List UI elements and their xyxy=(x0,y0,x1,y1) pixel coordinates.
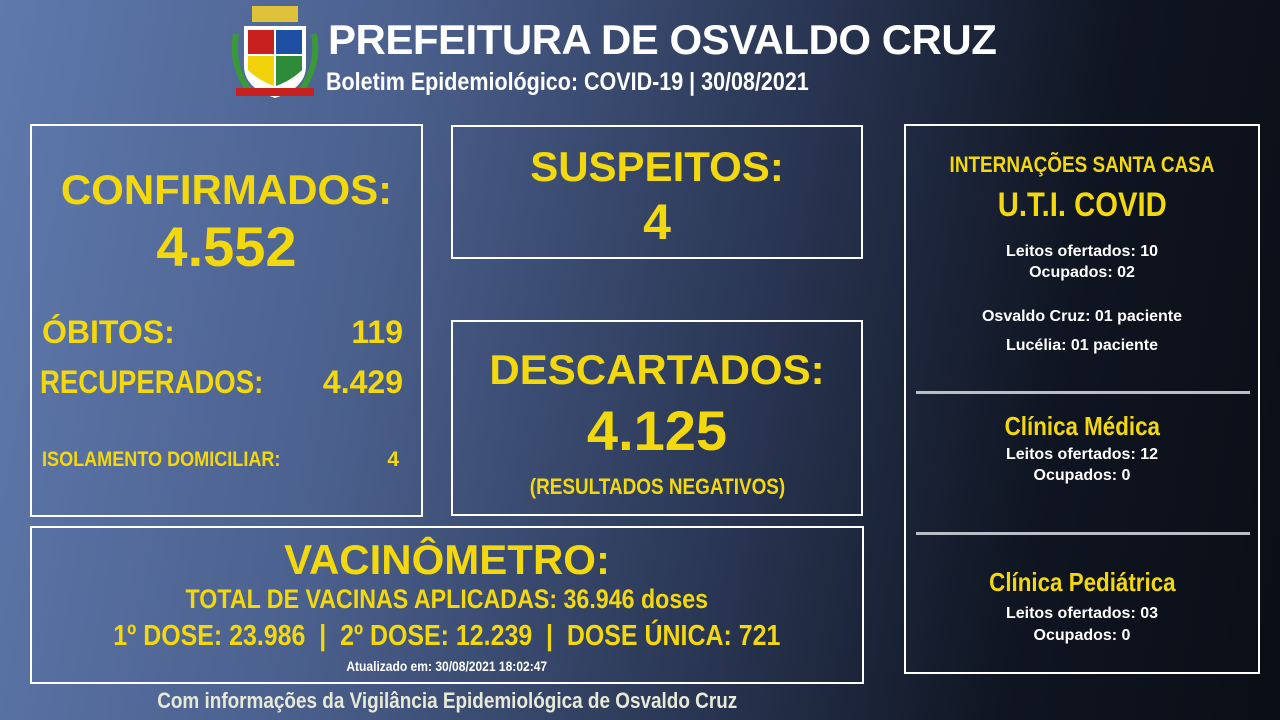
pediatrica-ocupados: Ocupados: 0 xyxy=(1033,627,1131,644)
medica-ocupados: Ocupados: 0 xyxy=(1033,467,1131,484)
internacoes-title: INTERNAÇÕES SANTA CASA xyxy=(949,152,1215,177)
obitos-label: ÓBITOS: xyxy=(42,314,175,350)
divider xyxy=(916,391,1250,394)
footer-source: Com informações da Vigilância Epidemioló… xyxy=(156,688,738,713)
isolamento-value: 4 xyxy=(387,448,399,471)
uti-leitos: Leitos ofertados: 10 xyxy=(1005,243,1159,260)
divider xyxy=(916,532,1250,535)
confirmados-label: CONFIRMADOS: xyxy=(60,166,393,213)
suspeitos-label: SUSPEITOS: xyxy=(530,143,784,190)
vacinometro-label: VACINÔMETRO: xyxy=(284,536,610,583)
suspeitos-value: 4 xyxy=(643,194,671,250)
descartados-label: DESCARTADOS: xyxy=(489,346,825,393)
descartados-panel: DESCARTADOS: 4.125 (RESULTADOS NEGATIVOS… xyxy=(451,320,863,516)
recuperados-label: RECUPERADOS: xyxy=(40,364,264,400)
updated-timestamp: Atualizado em: 30/08/2021 18:02:47 xyxy=(346,658,548,674)
clinica-pediatrica-label: Clínica Pediátrica xyxy=(988,567,1176,597)
uti-city1: Osvaldo Cruz: 01 paciente xyxy=(981,308,1183,325)
clinica-medica-label: Clínica Médica xyxy=(1004,411,1160,441)
descartados-note: (RESULTADOS NEGATIVOS) xyxy=(529,474,785,499)
obitos-value: 119 xyxy=(351,314,403,350)
uti-label: U.T.I. COVID xyxy=(997,186,1167,224)
vacinas-doses: 1º DOSE: 23.986 | 2º DOSE: 12.239 | DOSE… xyxy=(113,620,781,652)
page-title: PREFEITURA DE OSVALDO CRUZ xyxy=(328,16,997,63)
uti-ocupados: Ocupados: 02 xyxy=(1029,264,1135,281)
descartados-value: 4.125 xyxy=(586,399,728,462)
confirmados-value: 4.552 xyxy=(156,215,297,278)
isolamento-label: ISOLAMENTO DOMICILIAR: xyxy=(42,448,281,471)
recuperados-value: 4.429 xyxy=(322,364,403,400)
suspeitos-panel: SUSPEITOS: 4 xyxy=(451,125,863,259)
page-subtitle: Boletim Epidemiológico: COVID-19 | 30/08… xyxy=(326,68,809,96)
pediatrica-leitos: Leitos ofertados: 03 xyxy=(1005,605,1159,622)
vacinas-total: TOTAL DE VACINAS APLICADAS: 36.946 doses xyxy=(185,584,709,614)
coat-of-arms-logo xyxy=(231,6,319,98)
uti-city2: Lucélia: 01 paciente xyxy=(1005,337,1159,354)
medica-leitos: Leitos ofertados: 12 xyxy=(1005,446,1159,463)
confirmados-panel: CONFIRMADOS: 4.552 ÓBITOS: 119 RECUPERAD… xyxy=(30,124,423,517)
vacinometro-panel: VACINÔMETRO: TOTAL DE VACINAS APLICADAS:… xyxy=(30,526,864,684)
internacoes-panel xyxy=(904,124,1260,674)
